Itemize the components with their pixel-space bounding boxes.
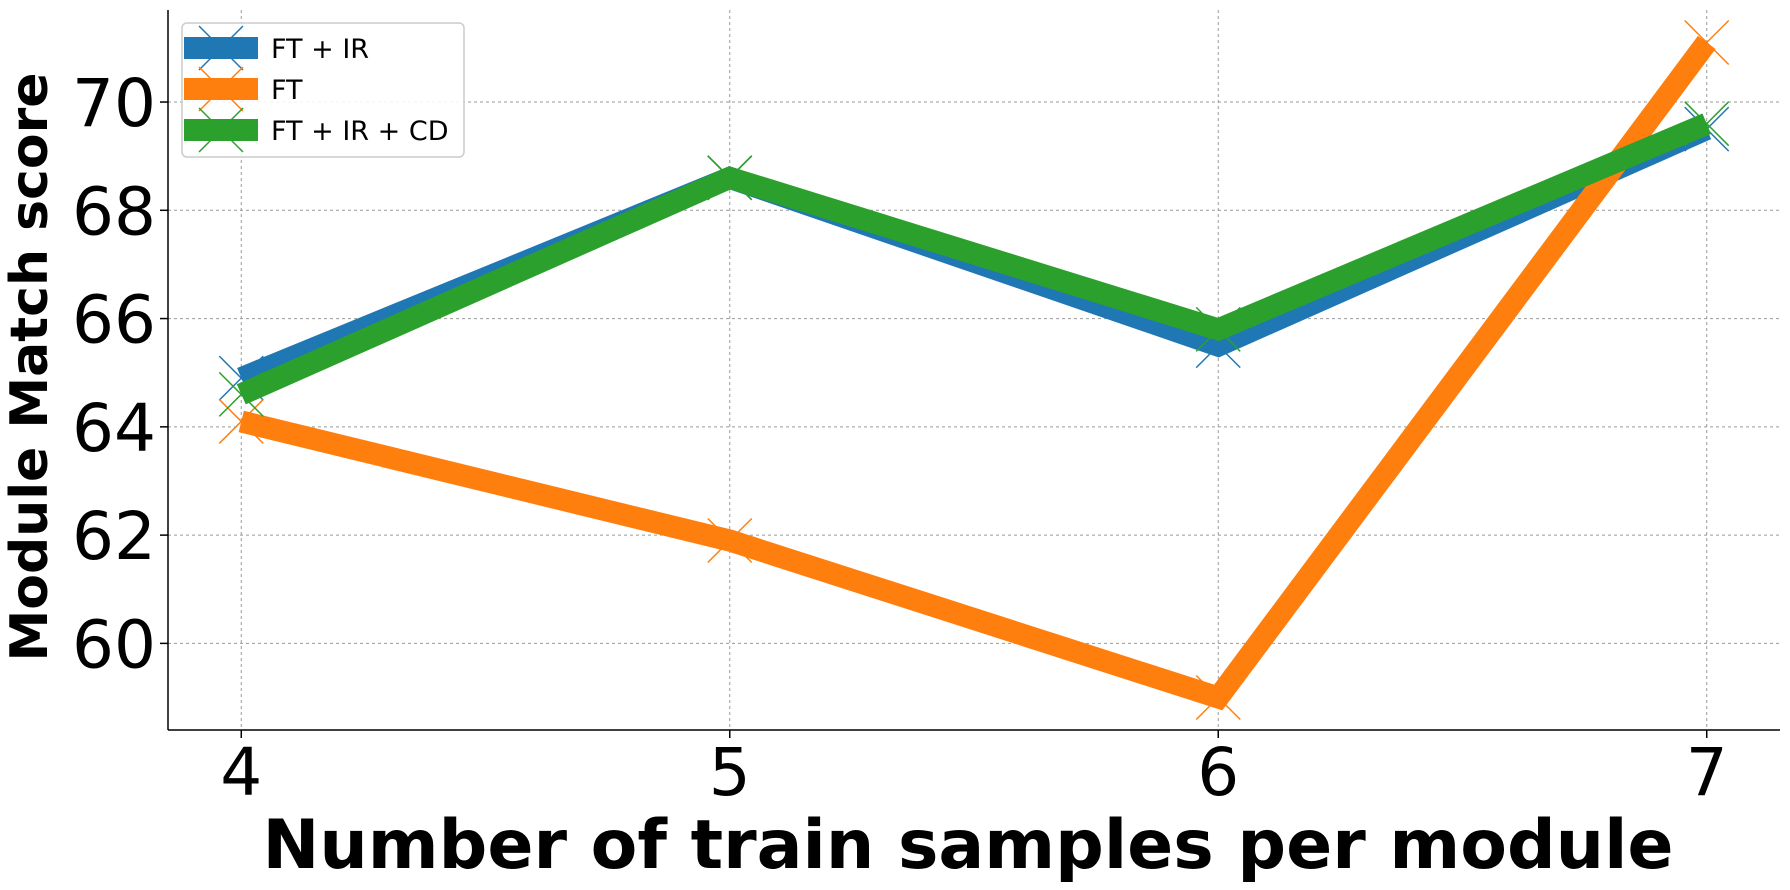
marker-stroke bbox=[1684, 19, 1730, 66]
marker-stroke bbox=[1684, 101, 1730, 147]
x-axis-label: Number of train samples per module bbox=[262, 806, 1673, 885]
legend-label: FT + IR + CD bbox=[271, 116, 449, 147]
marker-stroke bbox=[218, 355, 264, 401]
data-point-marker bbox=[1195, 306, 1241, 352]
marker-stroke bbox=[1195, 306, 1241, 352]
y-tick-label: 64 bbox=[72, 390, 156, 467]
legend-marker bbox=[198, 66, 244, 112]
series-3 bbox=[218, 101, 1730, 417]
x-tick-label: 6 bbox=[1197, 734, 1239, 811]
legend-label: FT bbox=[271, 75, 303, 106]
series-line bbox=[238, 35, 1716, 711]
tick-labels: 4 5 6 7 60 62 64 66 68 70 bbox=[72, 65, 1728, 811]
y-tick-label: 66 bbox=[72, 282, 156, 359]
y-tick-label: 62 bbox=[72, 498, 156, 575]
x-tick-label: 5 bbox=[709, 734, 751, 811]
y-tick-label: 60 bbox=[72, 606, 156, 683]
legend-marker bbox=[198, 25, 244, 71]
x-tick-label: 7 bbox=[1686, 734, 1728, 811]
y-axis-label: Module Match score bbox=[0, 73, 60, 662]
marker-stroke bbox=[707, 517, 753, 564]
legend-item: FT + IR + CD bbox=[184, 107, 449, 153]
legend-label: FT + IR bbox=[271, 34, 369, 65]
y-tick-label: 68 bbox=[72, 173, 156, 250]
series-2 bbox=[218, 19, 1730, 721]
legend-item: FT bbox=[184, 66, 303, 112]
series-line bbox=[236, 113, 1711, 405]
data-point-marker bbox=[707, 155, 753, 201]
data-point-marker bbox=[218, 371, 264, 417]
legend-item: FT + IR bbox=[184, 25, 369, 71]
legend-marker bbox=[198, 107, 244, 153]
marker-stroke bbox=[1195, 674, 1241, 721]
y-tick-label: 70 bbox=[72, 65, 156, 142]
series-layer bbox=[218, 19, 1730, 721]
axes bbox=[160, 10, 1780, 738]
marker-stroke bbox=[218, 398, 264, 444]
data-point-marker bbox=[707, 517, 753, 564]
marker-stroke bbox=[218, 371, 264, 417]
legend: FT + IR FT FT + IR + CD bbox=[181, 22, 465, 158]
data-point-marker bbox=[1684, 19, 1730, 66]
marker-stroke bbox=[707, 155, 753, 201]
data-point-marker bbox=[1195, 674, 1241, 721]
x-tick-label: 4 bbox=[220, 734, 262, 811]
data-point-marker bbox=[218, 398, 264, 444]
data-point-marker bbox=[1684, 101, 1730, 147]
